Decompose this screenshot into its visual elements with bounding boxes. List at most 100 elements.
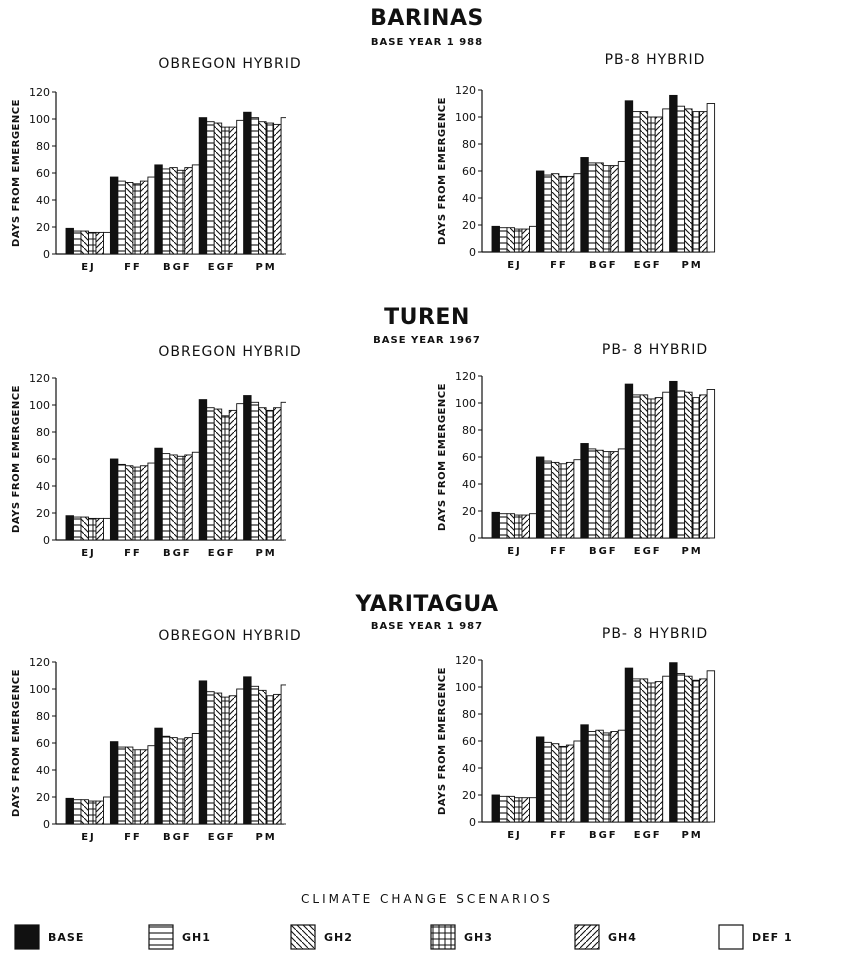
legend-swatch-fill — [574, 924, 600, 950]
bar-egf-gh4 — [654, 116, 664, 253]
bar-egf-gh1 — [632, 111, 641, 253]
x-tick-label: FF — [550, 546, 568, 557]
y-tick-label: 40 — [36, 480, 50, 493]
bar-ej-base — [65, 797, 74, 825]
bar-ff-gh2 — [550, 173, 560, 253]
bar-ff-base — [109, 458, 119, 541]
bar-bgf-gh3 — [176, 738, 186, 825]
bar-ff-gh2 — [550, 743, 560, 823]
chart-title-yaritagua-pb8: PB- 8 HYBRID — [601, 626, 709, 642]
bar-pm-gh2 — [258, 689, 267, 825]
bar-ej-def1 — [529, 225, 538, 253]
y-tick-label: 20 — [462, 219, 476, 232]
bar-ff-base — [535, 456, 545, 539]
y-tick-label: 80 — [36, 140, 50, 153]
bar-egf-gh3 — [647, 116, 656, 253]
bar-pm-def1 — [280, 401, 286, 541]
bar-pm-base — [669, 662, 678, 823]
bar-pm-gh1 — [250, 685, 260, 825]
bar-ff-gh3 — [132, 183, 141, 255]
x-tick-label: PM — [255, 832, 276, 843]
bar-ff-def1 — [147, 176, 156, 255]
y-tick-label: 20 — [36, 221, 50, 234]
bar-ff-base — [109, 741, 119, 825]
bar-egf-gh4 — [228, 126, 238, 255]
bar-pm-gh2 — [684, 391, 693, 539]
bar-ff-gh4 — [139, 180, 149, 255]
legend-item-gh2: GH2 — [290, 924, 353, 950]
bar-ff-gh2 — [550, 461, 560, 539]
bar-egf-gh3 — [221, 126, 230, 255]
y-tick-label: 20 — [462, 505, 476, 518]
bar-bgf-base — [580, 443, 589, 539]
legend-swatch-gh4 — [574, 924, 600, 950]
legend-swatch-fill — [718, 924, 744, 950]
bar-bgf-gh4 — [184, 737, 193, 825]
bar-ff-gh1 — [543, 741, 552, 823]
bar-ff-gh1 — [543, 174, 552, 253]
chart-barinas-obregon: DAYS FROM EMERGENCE 0 20 40 60 80 100 120 EJ FF BG… — [11, 86, 286, 273]
bar-egf-gh1 — [206, 121, 215, 255]
site-title-turen: TUREN — [384, 305, 470, 330]
bar-ej-gh2 — [506, 513, 515, 539]
bar-ej-gh3 — [514, 514, 523, 539]
bar-ej-base — [491, 225, 500, 253]
y-tick-label: 0 — [469, 532, 476, 545]
x-tick-label: BGF — [589, 260, 618, 271]
y-tick-label: 40 — [462, 762, 476, 775]
bar-bgf-gh4 — [184, 167, 193, 255]
legend-label-gh1: GH1 — [182, 930, 211, 944]
x-tick-label: FF — [124, 832, 142, 843]
bar-ff-gh2 — [124, 181, 134, 255]
bar-egf-def1 — [662, 675, 671, 823]
bar-ff-def1 — [573, 459, 582, 539]
bar-pm-gh1 — [676, 105, 686, 253]
bar-bgf-def1 — [191, 451, 201, 541]
bar-egf-def1 — [236, 688, 245, 825]
bar-pm-gh3 — [691, 111, 701, 253]
bar-ej-gh2 — [506, 795, 515, 823]
x-tick-label: BGF — [163, 262, 192, 273]
bar-egf-def1 — [236, 403, 245, 541]
bar-egf-gh2 — [639, 394, 649, 539]
bar-ff-gh3 — [558, 745, 567, 823]
bar-pm-base — [669, 380, 678, 539]
y-tick-label: 100 — [455, 681, 476, 694]
legend-label-gh4: GH4 — [608, 930, 637, 944]
chart-barinas-pb8: DAYS FROM EMERGENCE 0 20 40 60 80 100 120 EJ FF BG… — [437, 84, 716, 271]
bar-ej-def1 — [103, 796, 112, 825]
y-tick-label: 20 — [36, 507, 50, 520]
bar-egf-gh2 — [213, 408, 223, 541]
y-tick-label: 80 — [462, 424, 476, 437]
legend-label-base: BASE — [48, 930, 85, 944]
bar-bgf-gh2 — [595, 729, 604, 823]
legend-label-gh3: GH3 — [464, 930, 493, 944]
bar-bgf-gh2 — [595, 162, 604, 253]
bar-pm-gh2 — [258, 407, 267, 541]
base-year-yaritagua: BASE YEAR 1 987 — [370, 621, 484, 632]
bar-ej-def1 — [103, 517, 112, 541]
bar-bgf-def1 — [617, 729, 627, 823]
y-tick-label: 60 — [462, 165, 476, 178]
bar-bgf-base — [154, 727, 163, 825]
y-axis-label: DAYS FROM EMERGENCE — [11, 669, 22, 817]
legend-item-gh4: GH4 — [574, 924, 637, 950]
bar-egf-gh2 — [213, 692, 223, 825]
bar-ej-gh3 — [514, 797, 523, 823]
bar-egf-gh1 — [632, 678, 641, 823]
legend-label-gh2: GH2 — [324, 930, 353, 944]
legend-swatch-fill — [430, 924, 456, 950]
y-tick-label: 100 — [29, 113, 50, 126]
bar-bgf-def1 — [191, 733, 201, 825]
bar-bgf-gh4 — [610, 731, 619, 823]
bar-bgf-gh2 — [595, 449, 604, 539]
bar-bgf-gh2 — [169, 737, 178, 825]
legend-label-def1: DEF 1 — [752, 930, 793, 944]
y-tick-label: 120 — [455, 654, 476, 667]
bar-egf-base — [198, 117, 208, 255]
bar-ff-gh3 — [558, 175, 567, 253]
bar-pm-gh3 — [265, 409, 275, 541]
x-tick-label: FF — [550, 830, 568, 841]
y-axis-label: DAYS FROM EMERGENCE — [437, 667, 448, 815]
chart-title-barinas-obregon: OBREGON HYBRID — [158, 56, 302, 72]
